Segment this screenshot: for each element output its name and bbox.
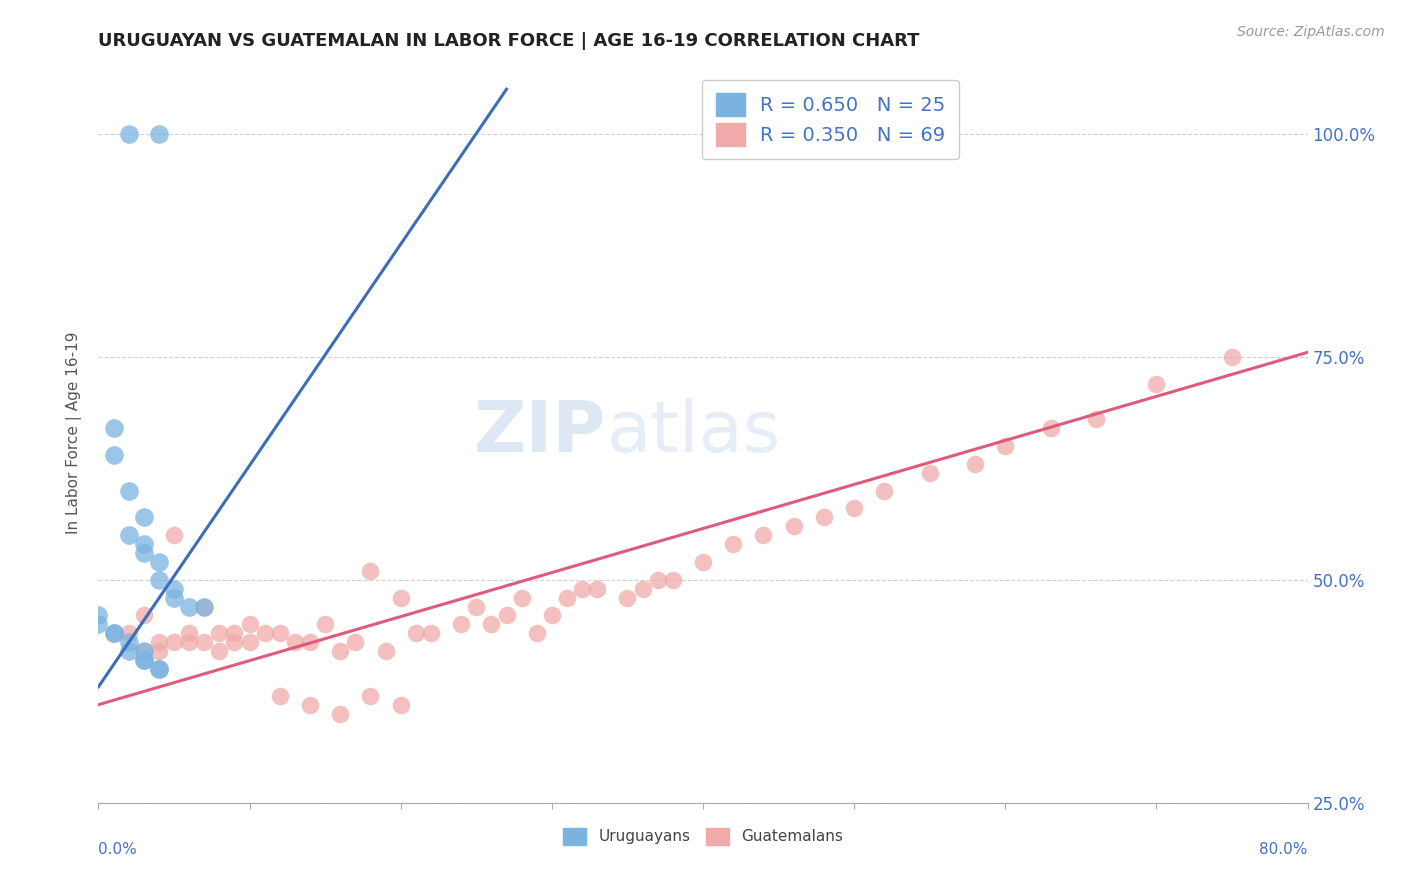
Point <box>752 528 775 542</box>
Point <box>132 653 155 667</box>
Point <box>481 617 503 632</box>
Point <box>420 626 443 640</box>
Point <box>329 706 352 721</box>
Point <box>360 564 382 578</box>
Point <box>132 510 155 524</box>
Point <box>193 599 215 614</box>
Point <box>148 662 170 676</box>
Point <box>269 626 291 640</box>
Point <box>586 582 609 596</box>
Point <box>224 635 246 649</box>
Text: URUGUAYAN VS GUATEMALAN IN LABOR FORCE | AGE 16-19 CORRELATION CHART: URUGUAYAN VS GUATEMALAN IN LABOR FORCE |… <box>98 32 920 50</box>
Point <box>465 599 488 614</box>
Point <box>405 626 427 640</box>
Point <box>965 457 987 471</box>
Text: 0.0%: 0.0% <box>98 842 138 856</box>
Point <box>555 591 578 605</box>
Text: ZIP: ZIP <box>474 398 606 467</box>
Point <box>118 483 141 498</box>
Point <box>193 635 215 649</box>
Point <box>389 591 412 605</box>
Point <box>661 573 683 587</box>
Point <box>163 582 186 596</box>
Point <box>224 626 246 640</box>
Point <box>103 626 125 640</box>
Point <box>148 662 170 676</box>
Point <box>132 644 155 658</box>
Point <box>148 644 170 658</box>
Point <box>813 510 835 524</box>
Point <box>1220 350 1243 364</box>
Point <box>284 635 307 649</box>
Point <box>994 439 1017 453</box>
Point <box>132 653 155 667</box>
Point <box>87 617 110 632</box>
Point <box>132 608 155 623</box>
Point <box>360 689 382 703</box>
Point <box>616 591 638 605</box>
Point <box>783 519 806 533</box>
Point <box>103 421 125 435</box>
Point <box>103 448 125 462</box>
Text: atlas: atlas <box>606 398 780 467</box>
Point <box>299 635 322 649</box>
Point <box>163 635 186 649</box>
Point <box>723 537 745 551</box>
Point <box>344 635 367 649</box>
Point <box>87 608 110 623</box>
Point <box>269 689 291 703</box>
Point <box>179 626 201 640</box>
Point <box>118 528 141 542</box>
Point <box>208 626 231 640</box>
Point <box>510 591 533 605</box>
Point <box>918 466 941 480</box>
Point <box>179 599 201 614</box>
Point <box>118 644 141 658</box>
Point <box>844 501 866 516</box>
Point <box>208 644 231 658</box>
Point <box>148 127 170 141</box>
Point <box>299 698 322 712</box>
Point <box>132 537 155 551</box>
Point <box>239 617 262 632</box>
Text: Source: ZipAtlas.com: Source: ZipAtlas.com <box>1237 25 1385 39</box>
Point <box>118 127 141 141</box>
Point <box>118 626 141 640</box>
Point <box>1039 421 1062 435</box>
Point <box>1144 376 1167 391</box>
Point <box>163 528 186 542</box>
Point <box>103 626 125 640</box>
Point <box>132 546 155 560</box>
Point <box>571 582 593 596</box>
Point <box>132 644 155 658</box>
Point <box>526 626 548 640</box>
Text: 80.0%: 80.0% <box>1260 842 1308 856</box>
Y-axis label: In Labor Force | Age 16-19: In Labor Force | Age 16-19 <box>66 331 83 534</box>
Point <box>148 573 170 587</box>
Point <box>253 626 276 640</box>
Point <box>389 698 412 712</box>
Point <box>148 635 170 649</box>
Point <box>873 483 896 498</box>
Legend: Uruguayans, Guatemalans: Uruguayans, Guatemalans <box>554 819 852 855</box>
Point <box>631 582 654 596</box>
Point <box>118 635 141 649</box>
Point <box>239 635 262 649</box>
Point <box>540 608 562 623</box>
Point <box>647 573 669 587</box>
Point <box>450 617 472 632</box>
Point <box>1085 412 1108 426</box>
Point <box>374 644 396 658</box>
Point <box>329 644 352 658</box>
Point <box>314 617 336 632</box>
Point <box>495 608 517 623</box>
Point <box>163 591 186 605</box>
Point <box>193 599 215 614</box>
Point <box>692 555 714 569</box>
Point <box>179 635 201 649</box>
Point <box>148 555 170 569</box>
